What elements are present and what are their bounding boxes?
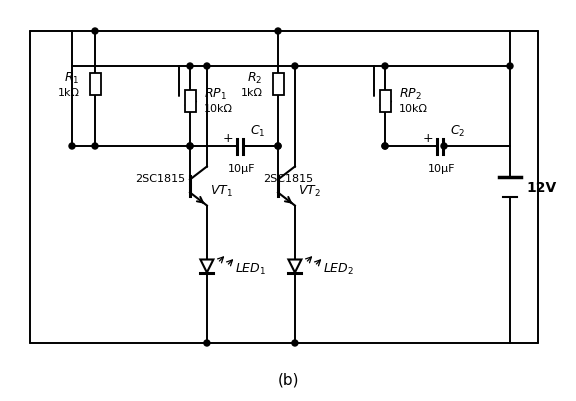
Text: 2SC1815: 2SC1815 xyxy=(135,174,185,184)
Circle shape xyxy=(92,144,98,150)
Text: +: + xyxy=(223,131,233,144)
Text: $LED_2$: $LED_2$ xyxy=(323,261,354,276)
Text: $RP_2$: $RP_2$ xyxy=(399,86,422,101)
Text: 10μF: 10μF xyxy=(228,164,256,174)
Text: $LED_1$: $LED_1$ xyxy=(236,261,267,276)
Text: $VT_2$: $VT_2$ xyxy=(298,183,321,198)
Circle shape xyxy=(204,64,210,70)
Text: $C_1$: $C_1$ xyxy=(250,123,266,138)
Bar xyxy=(272,73,283,95)
Circle shape xyxy=(69,144,75,150)
Circle shape xyxy=(92,29,98,35)
Text: $C_2$: $C_2$ xyxy=(450,123,465,138)
Text: 12V: 12V xyxy=(526,180,556,194)
Circle shape xyxy=(204,340,210,346)
Circle shape xyxy=(292,64,298,70)
Circle shape xyxy=(187,64,193,70)
Circle shape xyxy=(441,144,447,150)
Circle shape xyxy=(275,144,281,150)
Text: 2SC1815: 2SC1815 xyxy=(263,174,313,184)
Text: $RP_1$: $RP_1$ xyxy=(204,86,227,101)
Circle shape xyxy=(275,144,281,150)
Bar xyxy=(184,91,195,113)
Text: $R_2$: $R_2$ xyxy=(247,71,262,86)
Text: 10μF: 10μF xyxy=(428,164,456,174)
Text: 10kΩ: 10kΩ xyxy=(399,104,428,114)
Circle shape xyxy=(292,340,298,346)
Text: 1kΩ: 1kΩ xyxy=(241,87,263,97)
Circle shape xyxy=(382,64,388,70)
Circle shape xyxy=(187,144,193,150)
Text: 1kΩ: 1kΩ xyxy=(58,87,80,97)
Text: +: + xyxy=(423,131,433,144)
Circle shape xyxy=(382,144,388,150)
Text: 10kΩ: 10kΩ xyxy=(204,104,233,114)
Text: $R_1$: $R_1$ xyxy=(63,71,79,86)
Circle shape xyxy=(382,144,388,150)
Circle shape xyxy=(187,144,193,150)
Circle shape xyxy=(275,29,281,35)
Circle shape xyxy=(507,64,513,70)
Bar xyxy=(380,91,391,113)
Bar xyxy=(89,73,100,95)
Text: $VT_1$: $VT_1$ xyxy=(210,183,233,198)
Text: (b): (b) xyxy=(277,372,299,387)
